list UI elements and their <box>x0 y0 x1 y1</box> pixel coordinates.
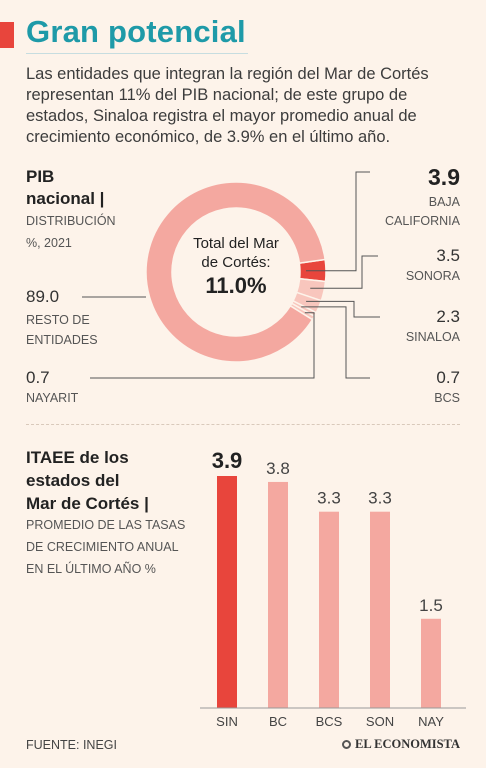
label-rest-value: 89.0 <box>26 287 60 306</box>
bar-bc <box>268 481 288 708</box>
itaee-heading-line3: Mar de Cortés | <box>26 494 149 513</box>
itaee-heading: ITAEE de los estados del Mar de Cortés | <box>26 446 149 515</box>
bar-value-label-sin: 3.9 <box>212 448 243 473</box>
bar-bcs <box>319 511 339 708</box>
bar-category-label-bcs: BCS <box>316 714 343 729</box>
leader-line-sinaloa <box>306 300 380 318</box>
bar-son <box>370 511 390 708</box>
donut-slice-resto-de-entidades <box>145 181 326 363</box>
label-bc-name: BAJA CALIFORNIA <box>384 195 460 228</box>
label-bcs-name: BCS <box>434 391 460 405</box>
logo-mark-icon <box>342 740 351 749</box>
label-rest-name: RESTO DE ENTIDADES <box>26 313 98 347</box>
bar-value-label-bc: 3.8 <box>266 459 290 478</box>
itaee-sub-line2: DE CRECIMIENTO ANUAL <box>26 540 179 554</box>
pib-heading-line1: PIB <box>26 167 55 186</box>
section-divider <box>26 424 460 425</box>
bar-category-label-nay: NAY <box>418 714 444 729</box>
label-son-name: SONORA <box>405 269 460 283</box>
leader-line-bcs <box>301 306 370 379</box>
bar-category-label-sin: SIN <box>216 714 238 729</box>
pib-sub-line1: DISTRIBUCIÓN <box>26 214 116 228</box>
donut-center-line1: Total del Mar <box>193 235 279 252</box>
label-nay-name: NAYARIT <box>26 391 79 405</box>
itaee-subheading: PROMEDIO DE LAS TASAS DE CRECIMIENTO ANU… <box>26 514 206 580</box>
itaee-sub-line1: PROMEDIO DE LAS TASAS <box>26 518 186 532</box>
bar-category-label-bc: BC <box>269 714 287 729</box>
itaee-heading-line2: estados del <box>26 471 120 490</box>
label-nay-value: 0.7 <box>26 368 50 387</box>
label-sin-name: SINALOA <box>405 330 460 344</box>
bar-sin <box>217 476 237 708</box>
itaee-sub-line3: EN EL ÚLTIMO AÑO % <box>26 562 156 576</box>
itaee-bar-chart: 3.9 SIN 3.8 BC 3.3 BCS 3.3 SON 1.5 NAY <box>200 448 466 729</box>
bar-value-label-bcs: 3.3 <box>317 489 341 508</box>
leader-line-bc <box>305 171 370 272</box>
itaee-heading-line1: ITAEE de los <box>26 448 129 467</box>
leader-line-sonora <box>310 255 378 289</box>
label-bcs-value: 0.7 <box>436 368 460 387</box>
bar-category-label-son: SON <box>366 714 394 729</box>
bar-value-label-son: 3.3 <box>368 489 392 508</box>
footer-source: FUENTE: INEGI <box>26 738 117 752</box>
publisher-logo: EL ECONOMISTA <box>342 737 460 752</box>
page-title: Gran potencial <box>26 14 246 49</box>
intro-text: Las entidades que integran la región del… <box>26 65 429 146</box>
publisher-logo-text: EL ECONOMISTA <box>355 737 460 751</box>
pib-sub-line2: %, 2021 <box>26 236 72 250</box>
pib-subheading: DISTRIBUCIÓN %, 2021 <box>26 210 136 254</box>
donut-center-line2: de Cortés: <box>201 254 270 271</box>
pib-heading-line2: nacional | <box>26 189 105 208</box>
label-son-value: 3.5 <box>436 246 460 265</box>
leader-line-nayarit <box>90 312 315 379</box>
bar-value-label-nay: 1.5 <box>419 596 443 615</box>
pib-donut-chart: Total del Mar de Cortés: 11.0% <box>82 171 380 379</box>
bar-nay <box>421 618 441 708</box>
label-bc-value: 3.9 <box>428 164 460 190</box>
title-underline <box>26 53 248 54</box>
pib-heading: PIB nacional | <box>26 166 104 210</box>
title-accent-bar <box>0 22 14 48</box>
label-sin-value: 2.3 <box>436 307 460 326</box>
donut-center-value: 11.0% <box>205 273 266 298</box>
